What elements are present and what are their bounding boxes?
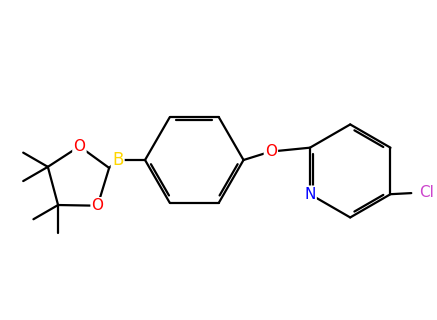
- Text: B: B: [112, 151, 123, 169]
- Text: O: O: [265, 144, 277, 159]
- Text: Cl: Cl: [419, 185, 434, 200]
- Text: O: O: [73, 139, 85, 154]
- Text: N: N: [304, 187, 316, 202]
- Text: O: O: [92, 198, 104, 213]
